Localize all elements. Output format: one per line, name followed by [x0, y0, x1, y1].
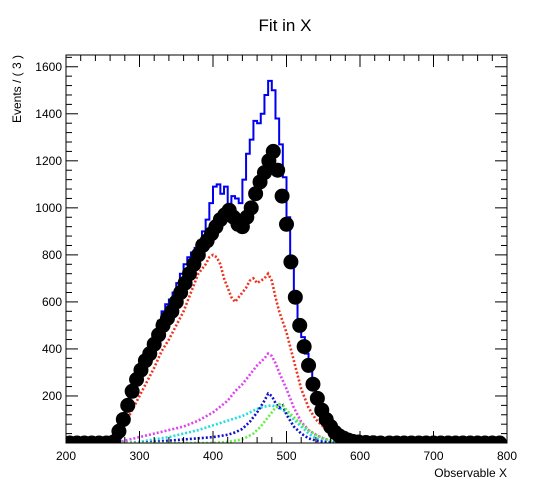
x-tick-label: 300: [129, 449, 149, 463]
chart-title: Fit in X: [259, 16, 312, 35]
data-point-9: [120, 397, 136, 413]
data-point-37: [243, 200, 259, 216]
x-tick-label: 800: [497, 449, 517, 463]
data-point-42: [265, 143, 281, 159]
x-tick-label: 200: [56, 449, 76, 463]
data-point-45: [279, 216, 294, 232]
y-axis-label: Events / ( 3 ): [10, 55, 24, 123]
data-point-40: [256, 165, 272, 181]
y-tick-label: 1400: [35, 107, 62, 121]
data-point-80: [492, 435, 507, 443]
y-tick-label: 1200: [35, 154, 62, 168]
series-line-1: [66, 253, 507, 443]
y-tick-label: 800: [42, 248, 62, 262]
y-tick-label: 1600: [35, 60, 62, 74]
x-tick-label: 500: [276, 449, 296, 463]
data-point-46: [283, 254, 299, 270]
data-point-48: [292, 317, 308, 333]
data-point-43: [270, 162, 286, 178]
x-tick-label: 600: [350, 449, 370, 463]
data-point-8: [115, 411, 131, 427]
data-point-10: [124, 383, 140, 399]
y-tick-label: 200: [42, 389, 62, 403]
data-point-50: [301, 357, 317, 373]
y-tick-label: 600: [42, 295, 62, 309]
series-line-4: [66, 391, 507, 443]
data-point-7: [111, 423, 127, 439]
tick-labels: 200 300 400 500 600 700 800 200 400 600 800 1000 120…: [35, 60, 517, 463]
data-point-44: [274, 188, 290, 204]
plot-area: [66, 79, 507, 443]
data-point-38: [248, 186, 264, 202]
data-point-51: [305, 376, 321, 392]
x-tick-label: 700: [423, 449, 443, 463]
data-point-47: [287, 289, 303, 305]
axis-ticks: [65, 55, 508, 443]
y-tick-label: 1000: [35, 201, 62, 215]
y-tick-label: 400: [42, 342, 62, 356]
series-line-2: [66, 351, 507, 443]
data-point-49: [296, 339, 312, 355]
data-point-52: [309, 390, 325, 406]
x-tick-label: 400: [203, 449, 223, 463]
x-axis-label: Observable X: [434, 466, 507, 480]
